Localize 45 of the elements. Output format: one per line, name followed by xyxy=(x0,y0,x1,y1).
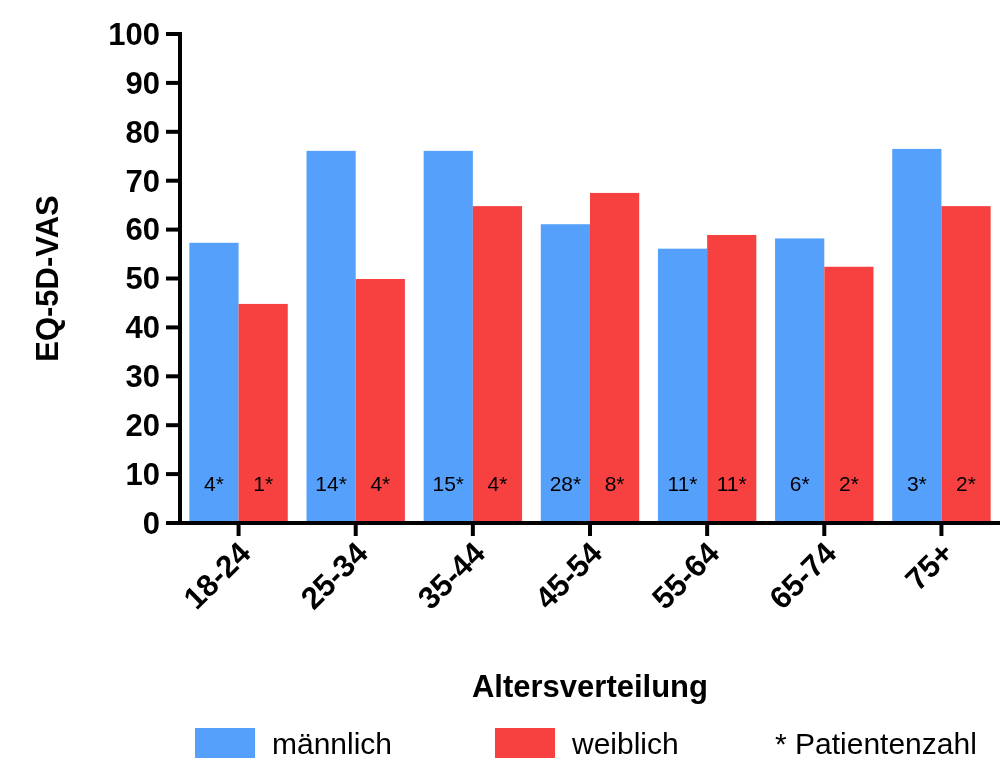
annotation: 3* xyxy=(906,472,927,496)
x-tick-label: 75+ xyxy=(898,535,961,598)
y-tick-label: 70 xyxy=(125,163,160,199)
y-tick-label: 90 xyxy=(125,65,160,101)
annotation: 11* xyxy=(716,472,747,496)
y-tick-label: 100 xyxy=(108,16,160,52)
bar xyxy=(472,206,523,523)
legend-label: männlich xyxy=(272,727,393,760)
bar xyxy=(306,150,356,523)
legend-label: weiblich xyxy=(571,727,679,760)
bar xyxy=(590,192,640,523)
bar xyxy=(189,242,239,523)
y-tick-label: 10 xyxy=(125,456,160,492)
annotation: 11* xyxy=(667,472,698,496)
bar xyxy=(824,266,874,523)
bar xyxy=(892,148,942,523)
bar xyxy=(775,238,825,523)
bar xyxy=(657,248,708,523)
y-tick-label: 40 xyxy=(125,310,160,346)
y-tick-label: 20 xyxy=(125,408,160,444)
x-axis-title: Altersverteilung xyxy=(471,669,709,704)
annotation: 4* xyxy=(487,472,508,496)
annotation: 6* xyxy=(789,472,810,496)
y-tick-label: 60 xyxy=(125,212,160,248)
y-tick-label: 30 xyxy=(125,359,160,395)
annotation: 28* xyxy=(549,472,582,496)
annotation: 4* xyxy=(204,472,224,496)
annotation: 2* xyxy=(956,472,976,496)
annotation: 1* xyxy=(253,472,274,496)
y-tick-label: 80 xyxy=(125,114,160,150)
annotation: 14* xyxy=(315,472,347,496)
bar xyxy=(941,206,991,523)
y-tick-label: 0 xyxy=(142,505,160,541)
bar xyxy=(355,278,405,523)
annotation: 2* xyxy=(838,472,859,496)
y-tick-label: 50 xyxy=(125,261,160,297)
text: * Patientenzahl xyxy=(775,727,977,760)
annotation: 8* xyxy=(604,472,625,496)
annotation: 4* xyxy=(370,472,391,496)
bar xyxy=(423,150,473,523)
bar xyxy=(707,234,757,523)
bar xyxy=(540,224,590,523)
bar xyxy=(238,303,288,523)
y-axis-title: EQ-5D-VAS xyxy=(30,195,65,362)
annotation: 15* xyxy=(432,472,465,496)
